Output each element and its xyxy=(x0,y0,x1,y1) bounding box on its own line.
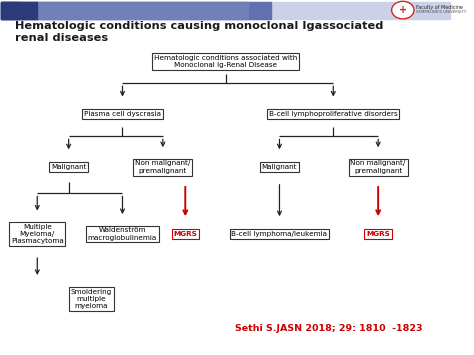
Text: Smoldering
multiple
myeloma: Smoldering multiple myeloma xyxy=(71,289,112,309)
Bar xyxy=(1,2,450,18)
Text: Faculty of Medicine: Faculty of Medicine xyxy=(416,5,463,10)
Text: Hematologic conditions associated with
Monoclonal Ig-Renal Disease: Hematologic conditions associated with M… xyxy=(154,55,297,68)
Text: Non malignant/
premalignant: Non malignant/ premalignant xyxy=(135,160,191,174)
Bar xyxy=(1,2,271,18)
Text: Malignant: Malignant xyxy=(51,164,86,170)
Text: B-cell lymphoproliferative disorders: B-cell lymphoproliferative disorders xyxy=(269,111,398,117)
Text: Plasma cell dyscrasia: Plasma cell dyscrasia xyxy=(84,111,161,117)
Text: Multiple
Myeloma/
Plasmacytoma: Multiple Myeloma/ Plasmacytoma xyxy=(11,224,64,244)
Text: Hematologic conditions causing monoclonal Igassociated: Hematologic conditions causing monoclona… xyxy=(15,21,383,31)
Bar xyxy=(1,2,248,18)
Text: Sethi S.JASN 2018; 29: 1810  -1823: Sethi S.JASN 2018; 29: 1810 -1823 xyxy=(235,324,422,333)
Text: +: + xyxy=(399,5,407,15)
Text: Waldenström
macroglobulinemia: Waldenström macroglobulinemia xyxy=(88,227,157,241)
Text: SEMMELWEIS UNIVERSITY: SEMMELWEIS UNIVERSITY xyxy=(416,10,466,14)
Bar xyxy=(1,2,19,18)
Text: B-cell lymphoma/leukemia: B-cell lymphoma/leukemia xyxy=(231,231,328,237)
Text: renal diseases: renal diseases xyxy=(15,33,108,43)
Bar xyxy=(1,2,37,18)
Text: MGRS: MGRS xyxy=(173,231,197,237)
Text: Malignant: Malignant xyxy=(262,164,297,170)
Circle shape xyxy=(392,1,414,19)
Text: Non malignant/
premalignant: Non malignant/ premalignant xyxy=(350,160,406,174)
Text: MGRS: MGRS xyxy=(366,231,390,237)
